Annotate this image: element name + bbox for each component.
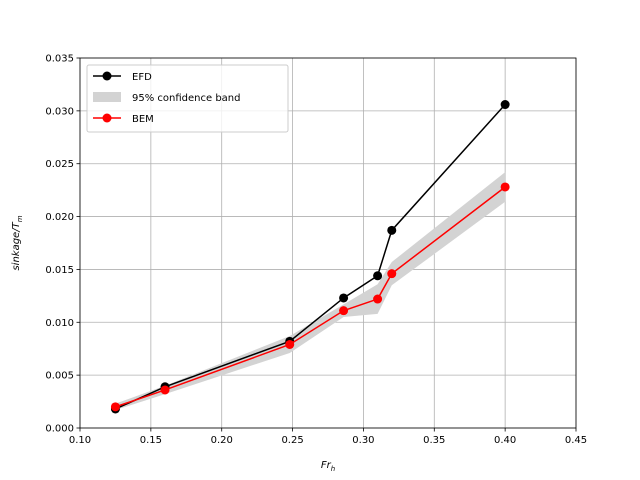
ticks: 0.10 0.15 0.20 0.25 0.30 0.35 0.40 0.45 0.000 0.0… (45, 54, 587, 447)
data-point-bem (160, 385, 170, 395)
series-layer (110, 100, 510, 414)
y-tick-label: 0.005 (45, 371, 74, 382)
legend-bem-label: BEM (132, 114, 154, 125)
x-axis-title: Frh (321, 460, 335, 473)
data-point-bem (285, 339, 295, 349)
legend-efd-marker (102, 71, 112, 81)
y-tick-label: 0.000 (45, 424, 74, 435)
legend-bem-marker (102, 113, 112, 123)
legend: EFD 95% confidence band BEM (86, 64, 289, 133)
y-tick-label: 0.020 (45, 212, 74, 223)
x-tick-label: 0.40 (494, 435, 516, 446)
data-point-efd (500, 100, 510, 110)
x-tick-label: 0.30 (352, 435, 374, 446)
x-tick-label: 0.10 (69, 435, 91, 446)
data-point-efd (339, 293, 349, 303)
x-tick-label: 0.25 (281, 435, 303, 446)
y-tick-label: 0.030 (45, 106, 74, 117)
data-point-bem (110, 402, 120, 412)
data-point-bem (339, 306, 349, 316)
x-tick-label: 0.15 (140, 435, 162, 446)
data-point-bem (373, 294, 383, 304)
legend-efd-label: EFD (132, 72, 152, 83)
legend-box (86, 64, 289, 133)
data-point-bem (387, 269, 397, 279)
x-tick-label: 0.35 (423, 435, 445, 446)
x-tick-label: 0.45 (565, 435, 587, 446)
x-tick-label: 0.20 (211, 435, 233, 446)
y-tick-label: 0.010 (45, 318, 74, 329)
y-tick-label: 0.015 (45, 265, 74, 276)
plot-frame (79, 57, 577, 429)
legend-band-swatch (93, 92, 121, 102)
legend-band-label: 95% confidence band (132, 93, 241, 104)
y-tick-label: 0.035 (45, 54, 74, 65)
y-axis-title: sinkage/Tm (11, 215, 24, 270)
data-point-efd (373, 271, 383, 281)
data-point-efd (387, 225, 397, 235)
y-tick-label: 0.025 (45, 159, 74, 170)
data-point-bem (500, 182, 510, 192)
